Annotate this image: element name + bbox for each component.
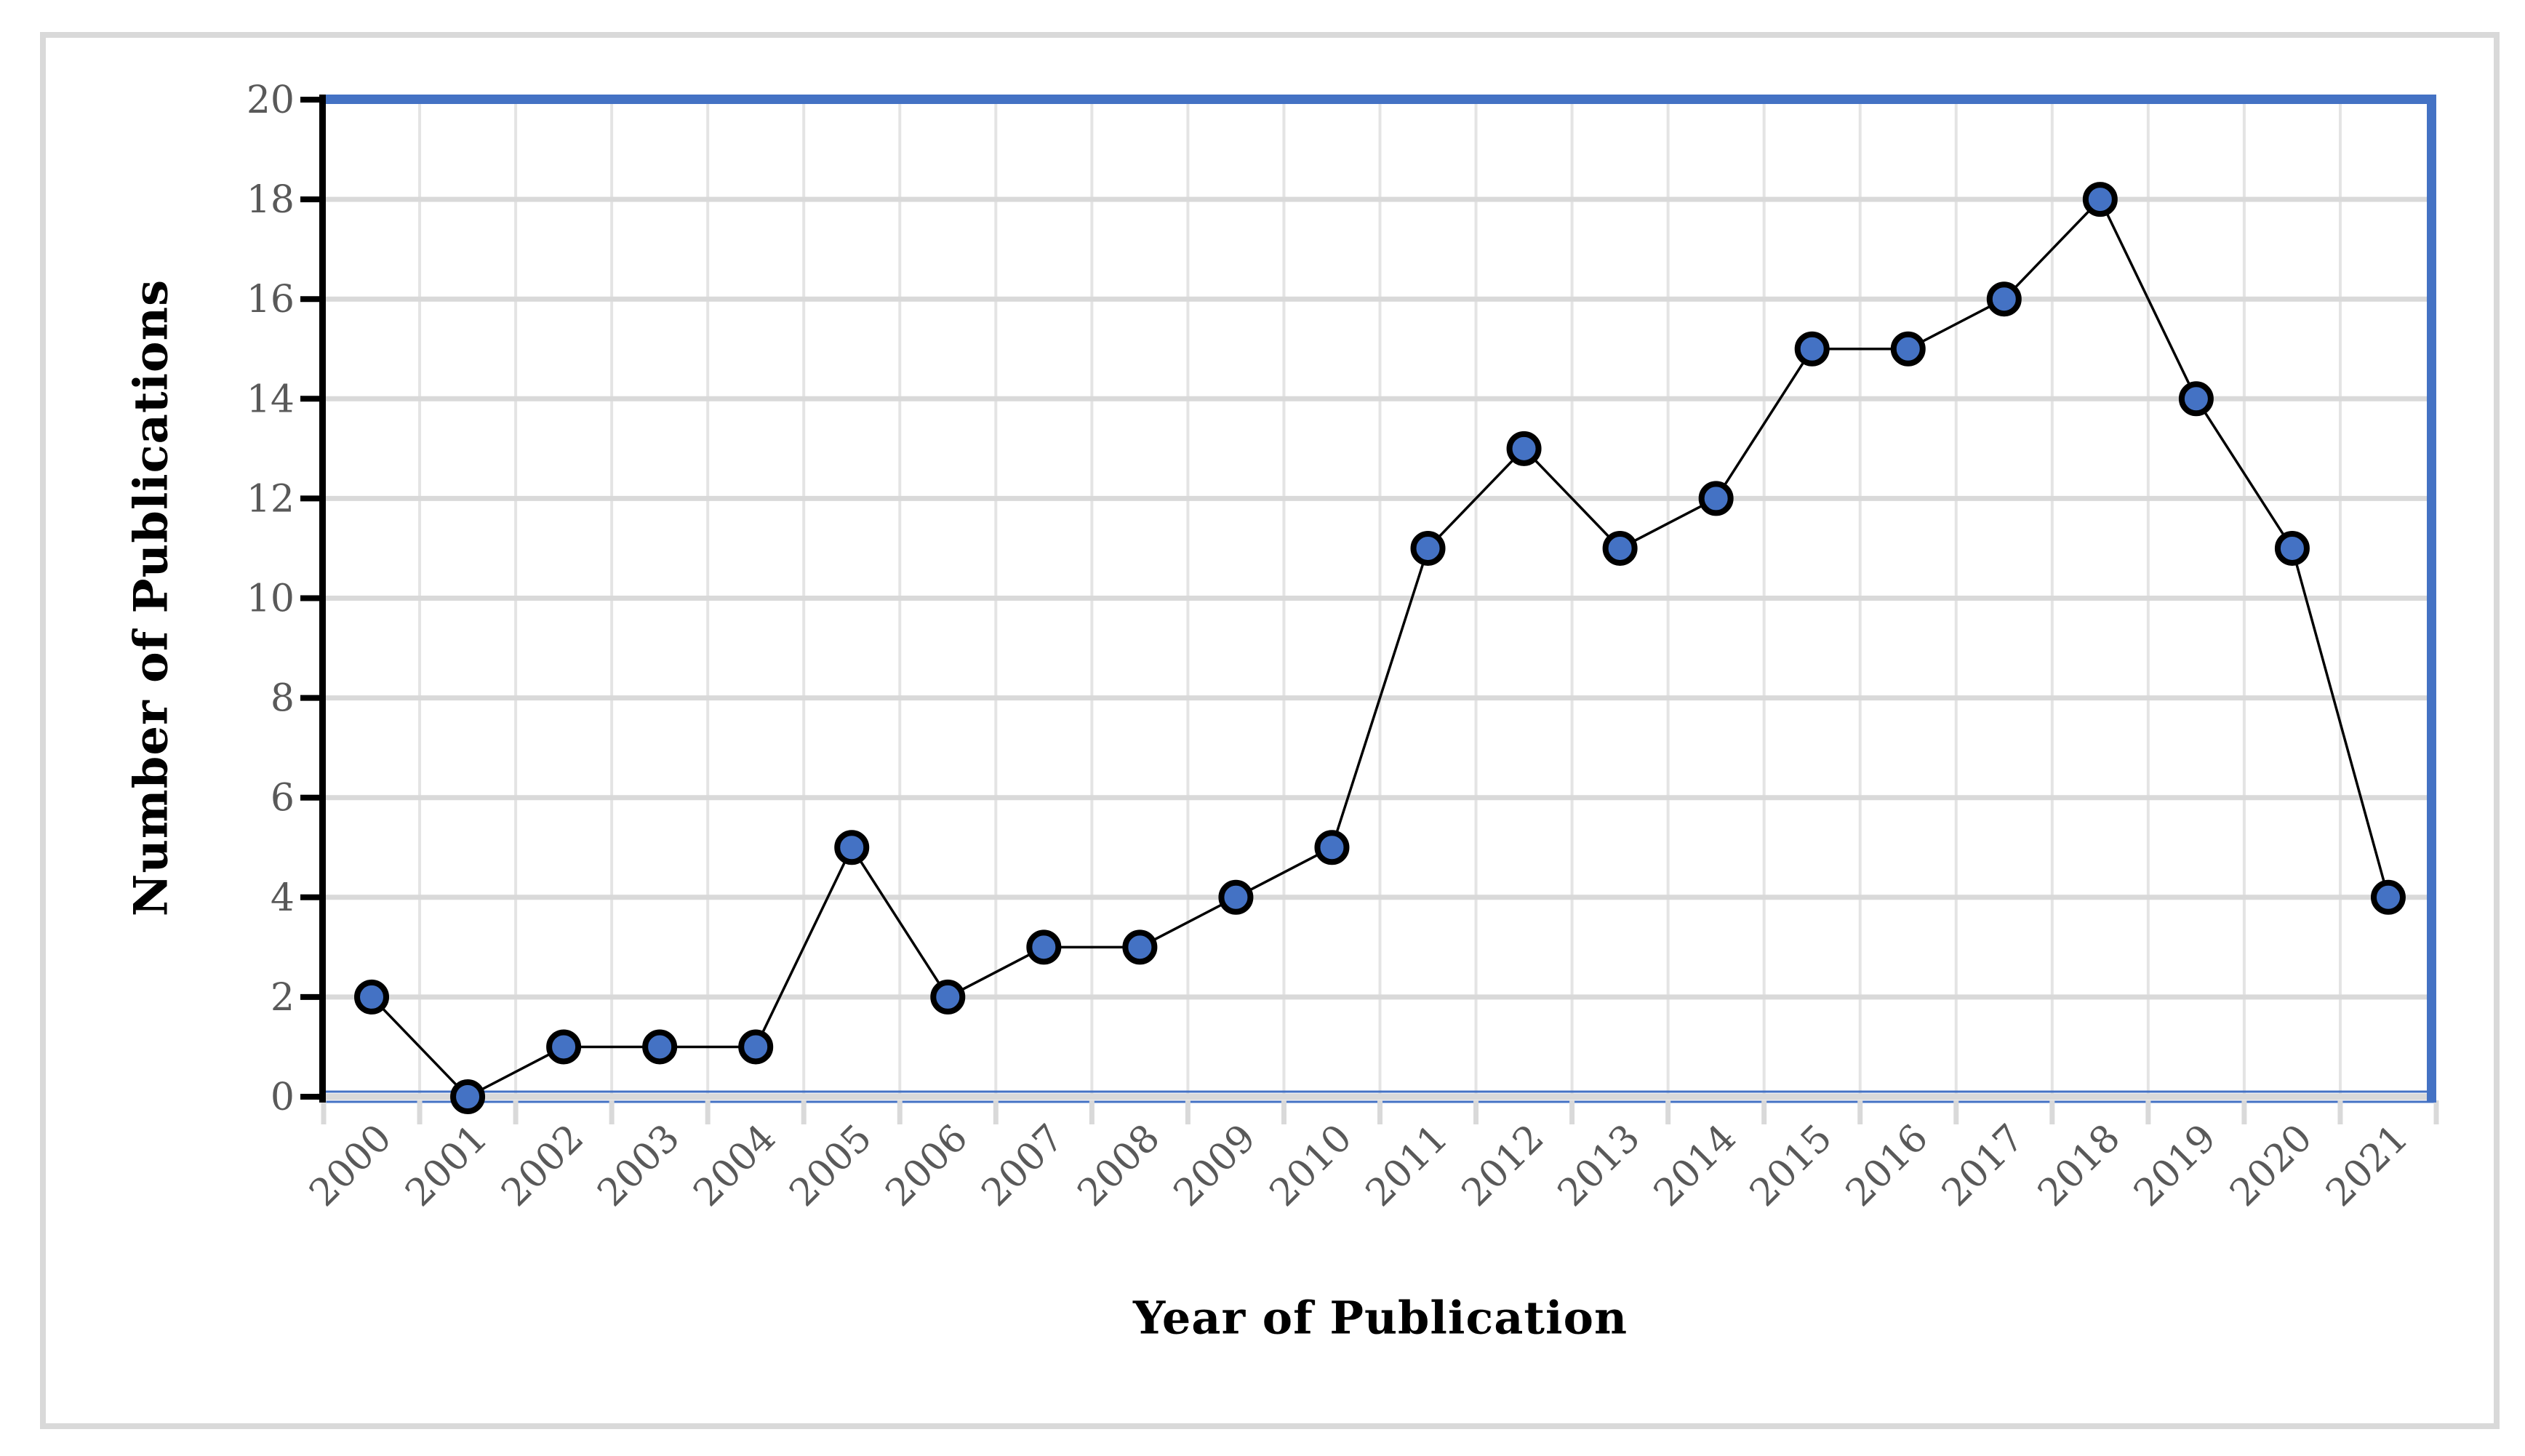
y-axis-line — [319, 95, 326, 1103]
data-point-2013 — [1602, 530, 1638, 566]
plot-border-right — [2427, 95, 2436, 1103]
x-tick-label: 2009 — [1166, 1116, 1265, 1215]
y-tick-label: 0 — [271, 1076, 295, 1119]
x-tick-label: 2018 — [2030, 1116, 2129, 1215]
y-tick-label: 4 — [271, 876, 295, 920]
data-point-2014 — [1698, 481, 1734, 516]
plot-border-top — [319, 95, 2436, 104]
x-tick-label: 2019 — [2126, 1116, 2225, 1215]
y-axis-title: Number of Publications — [124, 279, 179, 917]
y-tick-label: 16 — [247, 278, 295, 321]
data-point-2005 — [834, 830, 870, 865]
x-tick-label: 2020 — [2222, 1116, 2321, 1215]
x-tick-label: 2010 — [1262, 1116, 1361, 1215]
x-axis-title: Year of Publication — [1132, 1291, 1628, 1345]
x-tick-label: 2005 — [781, 1116, 880, 1215]
x-tick-label: 2012 — [1454, 1116, 1553, 1215]
x-tick-label: 2017 — [1934, 1116, 2033, 1215]
data-point-2012 — [1506, 431, 1542, 466]
data-point-2002 — [546, 1029, 582, 1065]
x-tick-label: 2000 — [301, 1116, 400, 1215]
x-tick-label: 2001 — [397, 1116, 496, 1215]
y-tick-label: 6 — [271, 777, 295, 820]
y-tick-label: 18 — [247, 178, 295, 222]
x-tick-label: 2011 — [1358, 1116, 1457, 1215]
data-point-2008 — [1122, 929, 1158, 965]
y-tick-label: 8 — [271, 677, 295, 721]
x-tick-label: 2015 — [1742, 1116, 1841, 1215]
x-tick-label: 2014 — [1646, 1116, 1745, 1215]
data-point-2004 — [738, 1029, 774, 1065]
x-tick-label: 2007 — [974, 1116, 1073, 1215]
figure-border — [40, 32, 2500, 1429]
data-point-2010 — [1314, 830, 1350, 865]
x-tick-label: 2004 — [685, 1116, 784, 1215]
x-tick-label: 2002 — [493, 1116, 592, 1215]
x-tick-label: 2006 — [877, 1116, 976, 1215]
x-tick-label: 2021 — [2318, 1116, 2417, 1215]
data-point-2011 — [1410, 530, 1446, 566]
data-point-2021 — [2370, 879, 2406, 915]
x-tick-label: 2003 — [589, 1116, 688, 1215]
data-point-2006 — [930, 979, 966, 1015]
data-point-2007 — [1026, 929, 1062, 965]
y-tick-label: 12 — [247, 477, 295, 521]
x-tick-label: 2016 — [1838, 1116, 1937, 1215]
data-point-2019 — [2178, 381, 2214, 417]
data-line — [370, 197, 2390, 1099]
y-tick-label: 10 — [247, 577, 295, 621]
data-point-2020 — [2274, 530, 2310, 566]
data-point-2009 — [1218, 879, 1254, 915]
data-point-2018 — [2082, 182, 2118, 217]
data-point-2016 — [1890, 331, 1926, 367]
y-tick-label: 2 — [271, 976, 295, 1020]
data-point-2001 — [450, 1079, 486, 1114]
x-tick-label: 2008 — [1070, 1116, 1169, 1215]
data-point-2017 — [1986, 281, 2022, 317]
y-tick-label: 14 — [247, 377, 295, 421]
data-point-2003 — [642, 1029, 678, 1065]
x-tick-label: 2013 — [1550, 1116, 1649, 1215]
y-tick-label: 20 — [247, 79, 295, 122]
data-point-2000 — [354, 979, 390, 1015]
data-point-2015 — [1794, 331, 1830, 367]
